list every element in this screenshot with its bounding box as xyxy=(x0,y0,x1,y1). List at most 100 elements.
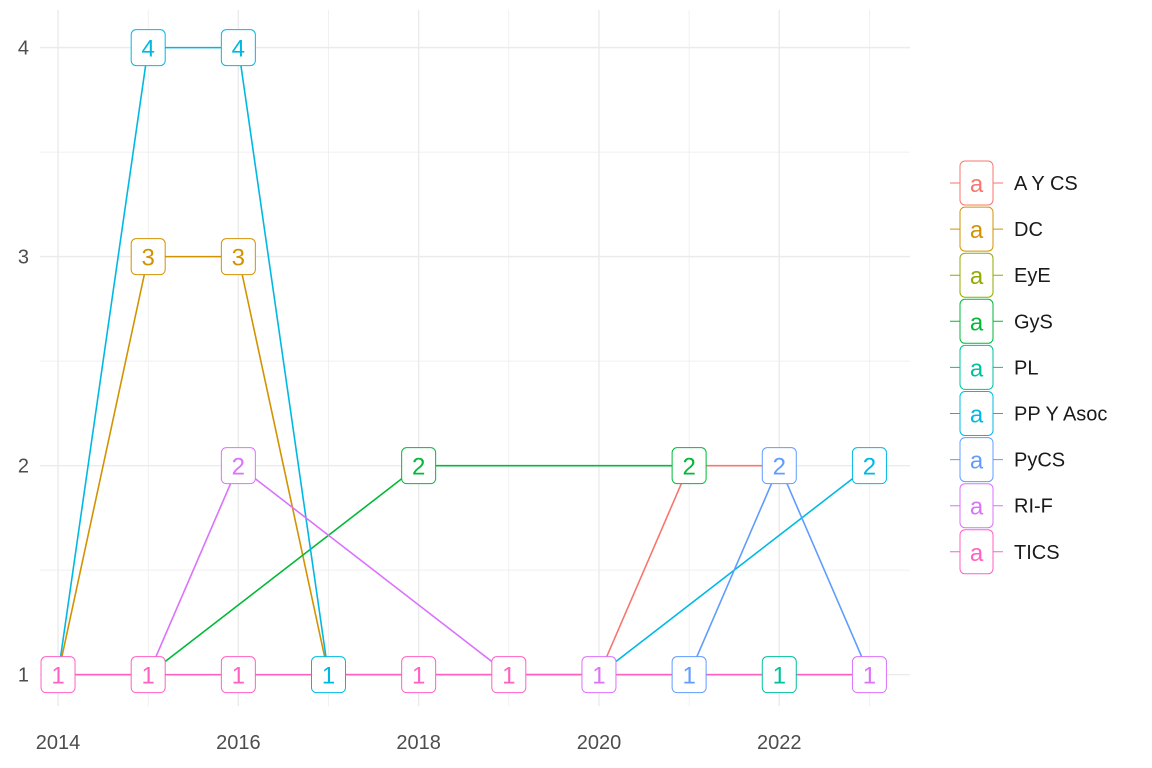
data-label-text: 1 xyxy=(51,663,64,690)
data-label-box xyxy=(130,29,166,67)
data-label-text: 1 xyxy=(682,663,695,690)
legend-label: GyS xyxy=(1014,311,1053,333)
data-label-box xyxy=(220,238,256,276)
legend-label: EyE xyxy=(1014,265,1051,287)
legend-label: PP Y Asoc xyxy=(1014,404,1107,426)
legend-label: PL xyxy=(1014,357,1038,379)
data-label: 1 xyxy=(401,656,437,694)
legend-item-a-y-cs: a A Y CS xyxy=(950,160,1078,206)
data-label-text: 1 xyxy=(412,663,425,690)
data-label: 2 xyxy=(671,447,707,485)
legend-key-box xyxy=(959,298,994,344)
grid-lines xyxy=(40,10,910,706)
data-label-box xyxy=(761,447,797,485)
legend-key-glyph: a xyxy=(970,171,984,198)
x-tick-label: 2022 xyxy=(757,732,802,754)
data-label-text: 1 xyxy=(502,663,515,690)
data-label: 1 xyxy=(671,656,707,694)
legend-key-glyph: a xyxy=(970,217,984,244)
data-label: 1 xyxy=(220,656,256,694)
data-label-text: 2 xyxy=(232,454,245,481)
data-label: 1 xyxy=(130,656,166,694)
series-line-pp-y-asoc xyxy=(57,46,870,676)
legend-item-pp-y-asoc: a PP Y Asoc xyxy=(950,391,1107,436)
data-label-text: 1 xyxy=(773,663,786,690)
data-label-box xyxy=(130,238,166,276)
data-label-box xyxy=(220,447,256,485)
legend-item-eye: a EyE xyxy=(950,252,1051,298)
data-label-box xyxy=(310,656,346,694)
y-tick-label: 1 xyxy=(18,665,29,687)
data-label-box xyxy=(220,29,256,67)
data-label-text: 2 xyxy=(412,454,425,481)
x-tick-label: 2016 xyxy=(216,732,261,754)
data-label: 4 xyxy=(220,29,256,67)
legend-key-glyph: a xyxy=(970,355,984,382)
data-label-text: 2 xyxy=(863,454,876,481)
legend-label: DC xyxy=(1014,219,1043,241)
data-label: 2 xyxy=(761,447,797,485)
data-label-text: 3 xyxy=(232,245,245,272)
data-label-box xyxy=(761,656,797,694)
data-label-box xyxy=(671,447,707,485)
data-label-box xyxy=(851,447,887,485)
legend-key-glyph: a xyxy=(970,494,984,521)
y-tick-label: 2 xyxy=(18,456,29,478)
legend-item-pl: a PL xyxy=(950,344,1038,390)
data-label-text: 1 xyxy=(863,663,876,690)
legend-key-glyph: a xyxy=(970,309,984,336)
data-label: 1 xyxy=(40,656,76,694)
data-label: 3 xyxy=(130,238,166,276)
data-label-text: 1 xyxy=(322,663,335,690)
legend-key-glyph: a xyxy=(970,540,984,567)
data-label: 1 xyxy=(491,656,527,694)
data-label-box xyxy=(581,656,617,694)
legend-label: TICS xyxy=(1014,542,1060,564)
data-label-box xyxy=(220,656,256,694)
legend-label: RI-F xyxy=(1014,496,1053,518)
legend-key-box xyxy=(959,529,994,575)
data-label-box xyxy=(401,447,437,485)
legend-key-box xyxy=(959,252,994,298)
legend-key-glyph: a xyxy=(970,263,984,290)
data-label: 2 xyxy=(851,447,887,485)
data-label-text: 4 xyxy=(232,36,245,63)
data-label: 3 xyxy=(220,238,256,276)
data-label-text: 1 xyxy=(232,663,245,690)
x-tick-label: 2014 xyxy=(36,732,81,754)
data-label-box xyxy=(40,656,76,694)
data-label-box xyxy=(130,656,166,694)
legend-key-box xyxy=(959,160,994,206)
data-label-text: 1 xyxy=(142,663,155,690)
legend-key-glyph: a xyxy=(970,448,984,475)
legend-item-dc: a DC xyxy=(950,206,1043,252)
legend-key-box xyxy=(959,437,994,483)
data-label: 4 xyxy=(130,29,166,67)
data-label-text: 1 xyxy=(592,663,605,690)
data-label-box xyxy=(401,656,437,694)
legend-item-gys: a GyS xyxy=(950,298,1053,344)
legend-item-ri-f: a RI-F xyxy=(950,483,1053,529)
data-label: 2 xyxy=(220,447,256,485)
y-tick-label: 3 xyxy=(18,247,29,269)
data-label-text: 3 xyxy=(142,245,155,272)
data-label-box xyxy=(491,656,527,694)
legend-label: PyCS xyxy=(1014,450,1065,472)
data-label: 1 xyxy=(310,656,346,694)
legend: a A Y CS a DC a EyE a GyS a PL a PP Y Asoc a PyCS a RI-… xyxy=(950,160,1107,575)
x-tick-label: 2020 xyxy=(577,732,622,754)
data-label: 1 xyxy=(761,656,797,694)
y-tick-label: 4 xyxy=(18,38,29,60)
legend-item-tics: a TICS xyxy=(950,529,1060,575)
legend-label: A Y CS xyxy=(1014,173,1078,195)
legend-key-box xyxy=(959,391,994,436)
data-label: 1 xyxy=(581,656,617,694)
legend-key-glyph: a xyxy=(970,402,984,429)
legend-key-box xyxy=(959,344,994,390)
legend-key-box xyxy=(959,206,994,252)
data-label-text: 4 xyxy=(142,36,155,63)
data-label-box xyxy=(851,656,887,694)
legend-item-pycs: a PyCS xyxy=(950,437,1065,483)
data-label: 1 xyxy=(851,656,887,694)
